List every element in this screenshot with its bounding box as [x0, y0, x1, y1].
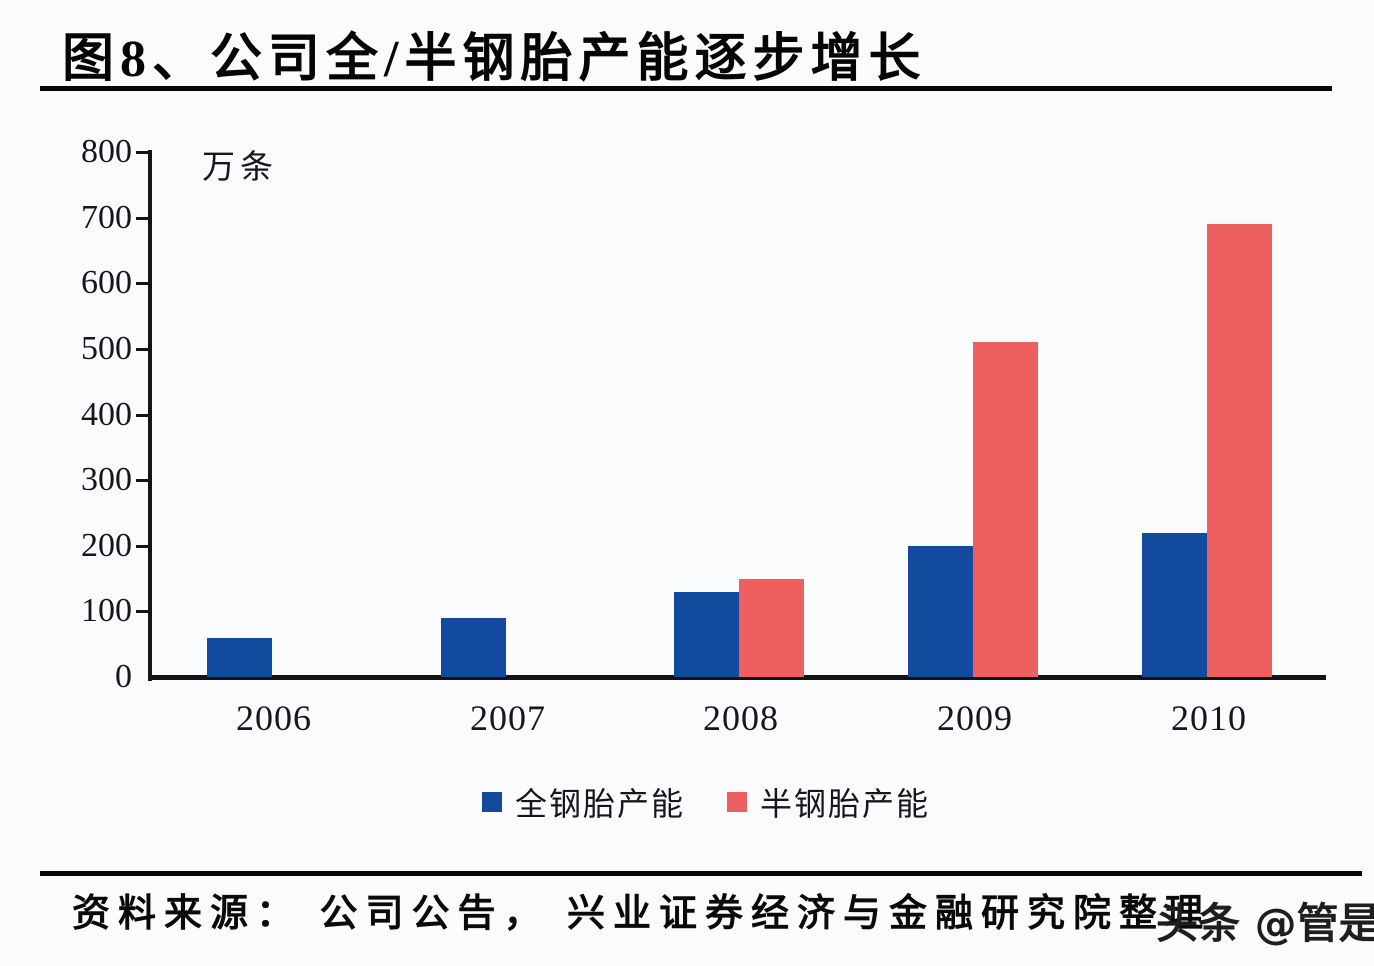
y-tick	[136, 348, 148, 351]
bar-full-steel	[908, 546, 973, 677]
y-tick	[136, 414, 148, 417]
x-category-label: 2010	[1171, 698, 1247, 738]
capacity-bar-chart: 万条 0 100 200 300 400 500 600 700 800 2006 2007 2008…	[81, 133, 1326, 825]
y-tick	[136, 610, 148, 613]
y-tick-label: 600	[81, 264, 132, 301]
x-category-label: 2008	[703, 698, 779, 738]
bar-full-steel	[1142, 533, 1207, 677]
y-tick-label: 500	[81, 330, 132, 367]
y-tick	[136, 217, 148, 220]
y-axis-line	[148, 150, 152, 681]
x-axis-line	[148, 675, 1326, 680]
chart-legend: 全钢胎产能 半钢胎产能	[482, 779, 930, 825]
legend-item: 全钢胎产能	[482, 779, 685, 825]
y-tick-label: 300	[81, 461, 132, 498]
bar-full-steel	[441, 618, 506, 677]
legend-swatch-semi-steel	[727, 792, 748, 812]
legend-swatch-full-steel	[482, 792, 502, 812]
legend-item: 半钢胎产能	[727, 779, 930, 825]
y-tick	[136, 479, 148, 482]
page-title: 图8、公司全/半钢胎产能逐步增长	[62, 31, 927, 88]
legend-label: 全钢胎产能	[515, 786, 686, 822]
title-divider	[40, 86, 1332, 91]
y-tick	[136, 151, 148, 154]
bottom-divider	[40, 871, 1362, 876]
y-tick	[136, 545, 148, 548]
y-tick-label: 100	[81, 592, 132, 629]
x-category-label: 2009	[937, 698, 1013, 738]
y-tick-label: 200	[81, 527, 132, 564]
y-tick	[136, 282, 148, 285]
x-category-label: 2006	[236, 698, 312, 738]
y-tick-label: 700	[81, 199, 132, 236]
bar-semi-steel	[1207, 224, 1272, 677]
bar-full-steel	[207, 638, 272, 677]
y-tick-label: 800	[81, 133, 132, 170]
y-tick-label: 0	[115, 658, 132, 695]
y-tick-label: 400	[81, 396, 132, 433]
x-category-label: 2007	[470, 698, 546, 738]
bar-semi-steel	[739, 579, 804, 677]
source-text: 资料来源： 公司公告， 兴业证券经济与金融研究院整理	[72, 893, 1212, 935]
watermark: 头条 @管是	[1156, 899, 1374, 948]
bar-full-steel	[674, 592, 739, 677]
legend-label: 半钢胎产能	[760, 786, 931, 822]
bar-semi-steel	[973, 342, 1038, 677]
y-axis-unit-label: 万条	[202, 150, 278, 186]
